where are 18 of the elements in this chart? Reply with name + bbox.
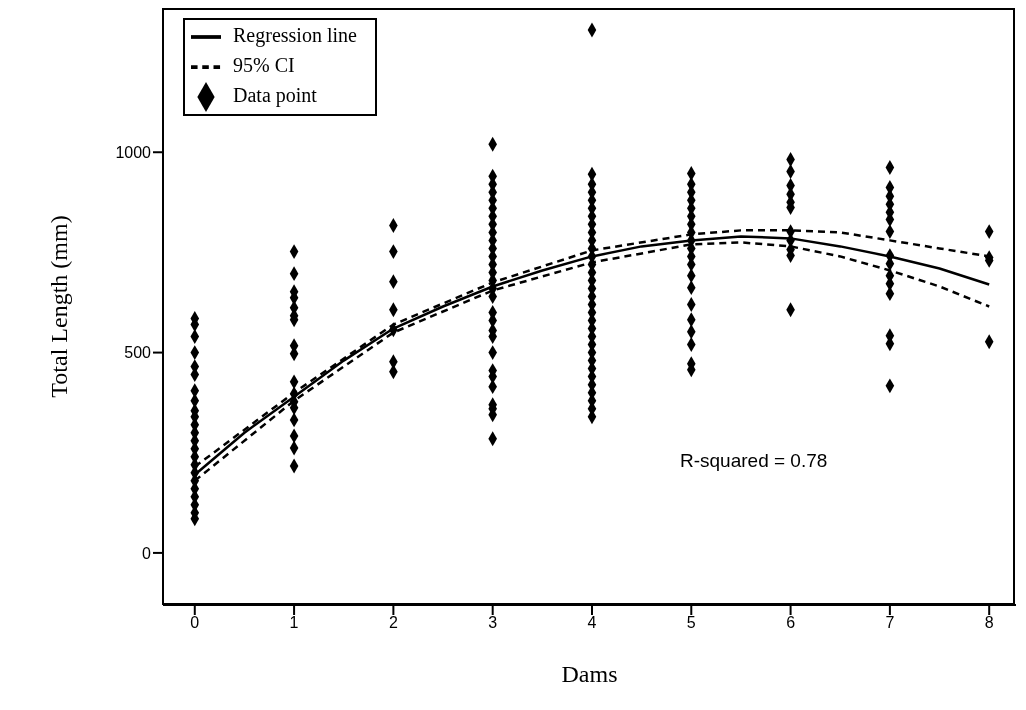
x-tick-label: 5 bbox=[686, 614, 696, 632]
x-tick-label: 6 bbox=[786, 614, 796, 632]
legend-label: Regression line bbox=[233, 23, 357, 46]
y-tick-label: 500 bbox=[124, 344, 152, 362]
y-tick-label: 0 bbox=[142, 544, 152, 562]
annotation: R-squared = 0.78 bbox=[680, 450, 828, 472]
x-tick-label: 8 bbox=[984, 614, 994, 632]
x-tick-label: 3 bbox=[488, 614, 498, 632]
legend-label: Data point bbox=[233, 83, 317, 106]
x-tick-label: 7 bbox=[885, 614, 895, 632]
y-axis-title: Total Length (mm) bbox=[45, 215, 72, 398]
x-tick-label: 4 bbox=[587, 614, 597, 632]
x-tick-label: 2 bbox=[388, 614, 398, 632]
x-axis-title: Dams bbox=[561, 661, 618, 687]
legend-label: 95% CI bbox=[233, 53, 295, 76]
y-tick-label: 1000 bbox=[115, 143, 152, 161]
x-tick-label: 1 bbox=[289, 614, 299, 632]
x-tick-label: 0 bbox=[190, 614, 200, 632]
